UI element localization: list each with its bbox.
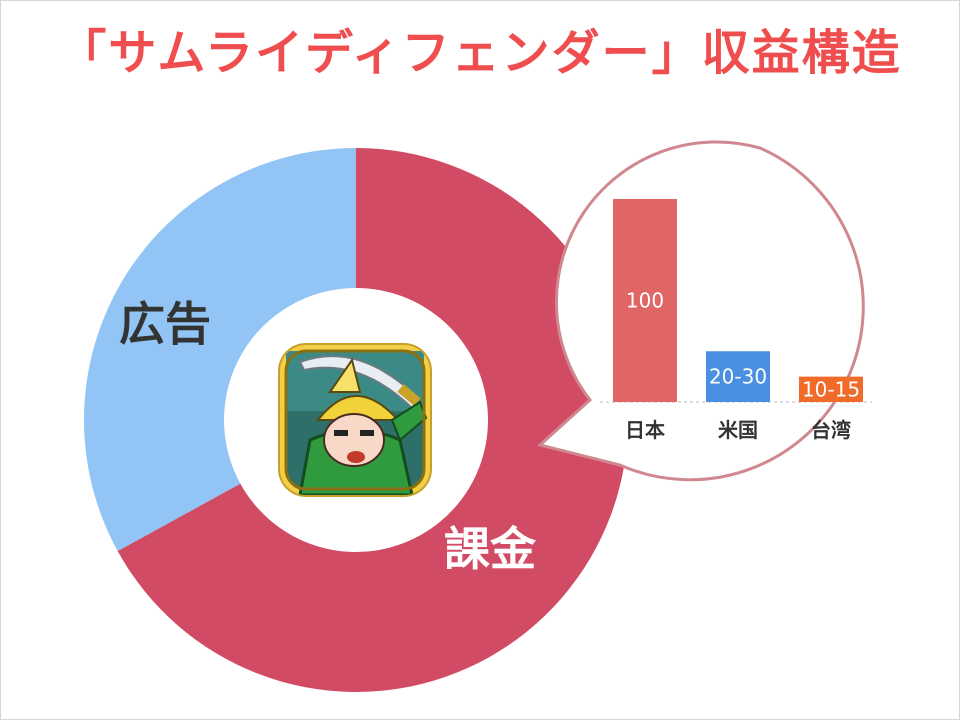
bar-0 <box>613 199 677 402</box>
donut-label-1: 広告 <box>119 297 211 351</box>
samurai-defender-app-icon <box>278 343 432 497</box>
bar-2 <box>799 376 863 402</box>
bar-category-label-0: 日本 <box>625 418 665 442</box>
bar-1 <box>706 351 770 402</box>
donut-slice-1 <box>84 148 357 552</box>
bar-category-label-2: 台湾 <box>811 418 851 442</box>
bar-value-label-2: 10-15 <box>802 377 860 401</box>
bar-chart: 100 日本 20-30 米国 10-15 台湾 <box>600 199 872 442</box>
bar-value-label-0: 100 <box>626 289 664 313</box>
donut-label-0: 課金 <box>444 522 537 576</box>
bar-category-label-1: 米国 <box>718 418 758 442</box>
donut-chart: 課金 広告 <box>84 148 628 692</box>
bar-value-label-1: 20-30 <box>709 365 767 389</box>
slide-title: 「サムライディフェンダー」収益構造 <box>58 25 902 81</box>
donut-slice-0 <box>117 148 628 692</box>
